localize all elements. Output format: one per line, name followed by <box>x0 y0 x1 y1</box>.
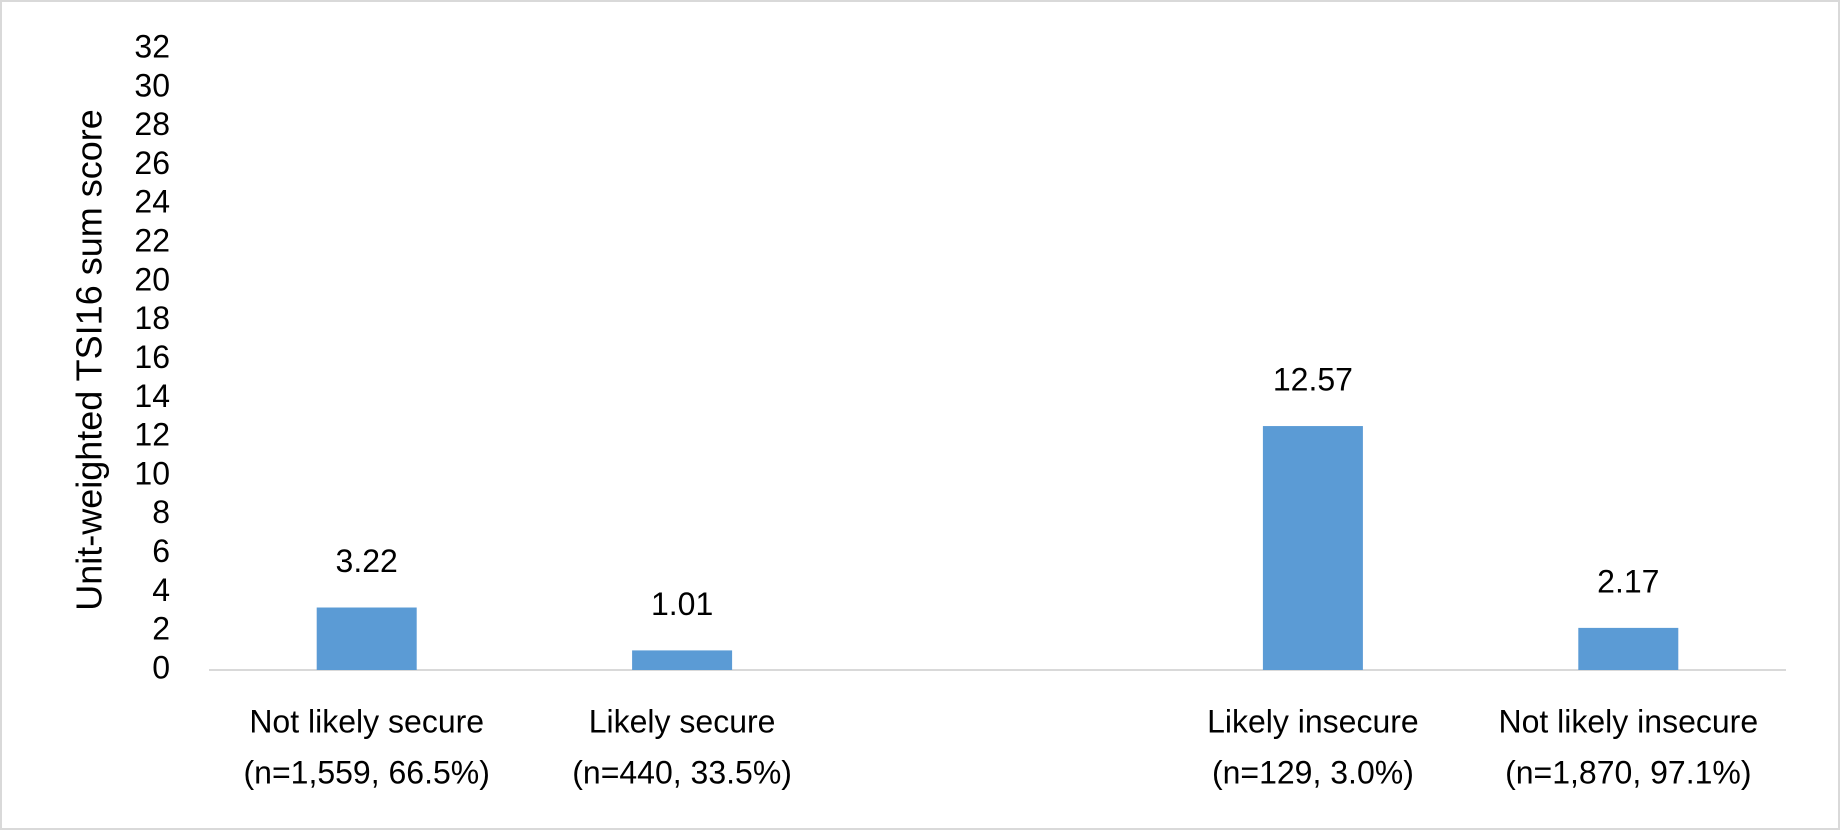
x-tick-label: (n=1,559, 66.5%) <box>244 754 490 790</box>
y-tick-label: 30 <box>134 67 170 103</box>
y-axis-title: Unit-weighted TSI16 sum score <box>69 109 110 611</box>
y-tick-label: 26 <box>134 145 170 181</box>
y-tick-label: 24 <box>134 184 170 220</box>
bar <box>1262 426 1363 670</box>
value-label: 12.57 <box>1273 362 1353 398</box>
y-tick-label: 4 <box>152 572 170 608</box>
bar <box>316 607 417 670</box>
y-tick-label: 14 <box>134 378 170 414</box>
bar <box>632 650 733 670</box>
y-tick-label: 20 <box>134 261 170 297</box>
y-tick-label: 0 <box>152 649 170 685</box>
bar <box>1578 627 1679 670</box>
value-label: 2.17 <box>1597 563 1659 599</box>
y-tick-label: 6 <box>152 533 170 569</box>
x-tick-label: Not likely secure <box>249 703 484 739</box>
y-tick-label: 10 <box>134 455 170 491</box>
y-tick-label: 8 <box>152 494 170 530</box>
y-tick-label: 22 <box>134 223 170 259</box>
y-tick-label: 12 <box>134 417 170 453</box>
x-tick-label: Not likely insecure <box>1498 703 1758 739</box>
value-label: 1.01 <box>651 586 713 622</box>
y-tick-label: 2 <box>152 611 170 647</box>
y-tick-label: 16 <box>134 339 170 375</box>
x-tick-label: (n=440, 33.5%) <box>572 754 792 790</box>
x-tick-label: Likely secure <box>589 703 776 739</box>
y-tick-label: 28 <box>134 106 170 142</box>
x-tick-label: (n=129, 3.0%) <box>1212 754 1414 790</box>
y-tick-label: 18 <box>134 300 170 336</box>
y-tick-label: 32 <box>134 28 170 64</box>
x-tick-label: (n=1,870, 97.1%) <box>1505 754 1751 790</box>
x-tick-label: Likely insecure <box>1207 703 1419 739</box>
value-label: 3.22 <box>336 543 398 579</box>
